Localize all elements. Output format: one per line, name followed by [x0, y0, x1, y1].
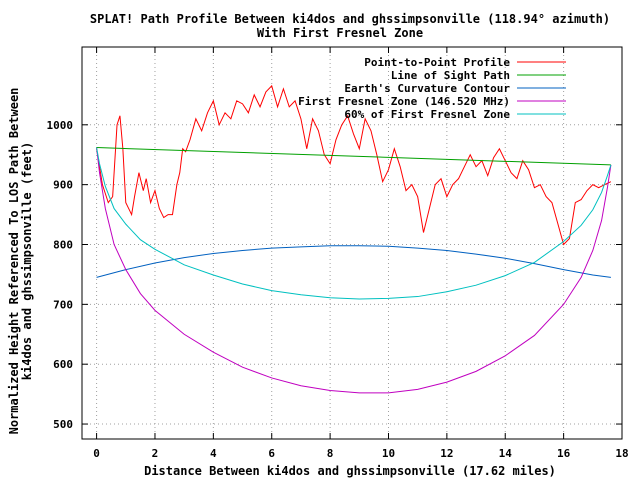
y-tick-label-5: 1000 — [47, 119, 74, 132]
x-tick-label-4: 8 — [327, 447, 334, 460]
plot-frame — [81, 46, 623, 440]
x-tick-label-3: 6 — [268, 447, 275, 460]
y-tick-label-1: 600 — [53, 358, 73, 371]
legend-label-line-of-sight-path: Line of Sight Path — [391, 69, 510, 82]
x-tick-label-6: 12 — [440, 447, 453, 460]
y-tick-label-2: 700 — [53, 298, 73, 311]
x-tick-label-0: 0 — [93, 447, 100, 460]
y-axis-label-line1: Normalized Height Referenced To LOS Path… — [7, 88, 21, 435]
y-tick-label-0: 500 — [53, 418, 73, 431]
chart-subtitle: With First Fresnel Zone — [257, 26, 423, 40]
y-tick-label-4: 900 — [53, 179, 73, 192]
legend-label-point-to-point-profile: Point-to-Point Profile — [364, 56, 510, 69]
ticks-layer: 0 2 4 6 8 10 12 14 16 18 500 600 700 800 900 1000 — [47, 47, 629, 460]
x-tick-label-8: 16 — [557, 447, 571, 460]
series-line-first-fresnel-zone-146-520-mhz — [96, 147, 612, 394]
legend-label-first-fresnel-zone-146-520-mhz: First Fresnel Zone (146.520 MHz) — [298, 95, 510, 108]
series-line-point-to-point-profile — [96, 84, 612, 246]
chart-title: SPLAT! Path Profile Between ki4dos and g… — [90, 12, 610, 26]
series-line-60-of-first-fresnel-zone — [96, 147, 612, 300]
x-tick-label-5: 10 — [382, 447, 395, 460]
y-axis-label-line2: ki4dos and ghssimpsonville (feet) — [20, 142, 34, 380]
legend-label-60-of-first-fresnel-zone: 60% of First Fresnel Zone — [344, 108, 510, 121]
x-tick-label-7: 14 — [499, 447, 513, 460]
legend-label-earth-s-curvature-contour: Earth's Curvature Contour — [344, 82, 510, 95]
series-line-earth-s-curvature-contour — [96, 245, 611, 278]
y-tick-label-3: 800 — [53, 238, 73, 251]
x-tick-label-2: 4 — [210, 447, 217, 460]
series-layer — [96, 84, 612, 394]
x-axis-label: Distance Between ki4dos and ghssimpsonvi… — [144, 464, 556, 478]
x-tick-label-1: 2 — [152, 447, 159, 460]
series-line-line-of-sight-path — [96, 147, 611, 166]
x-tick-label-9: 18 — [615, 447, 628, 460]
